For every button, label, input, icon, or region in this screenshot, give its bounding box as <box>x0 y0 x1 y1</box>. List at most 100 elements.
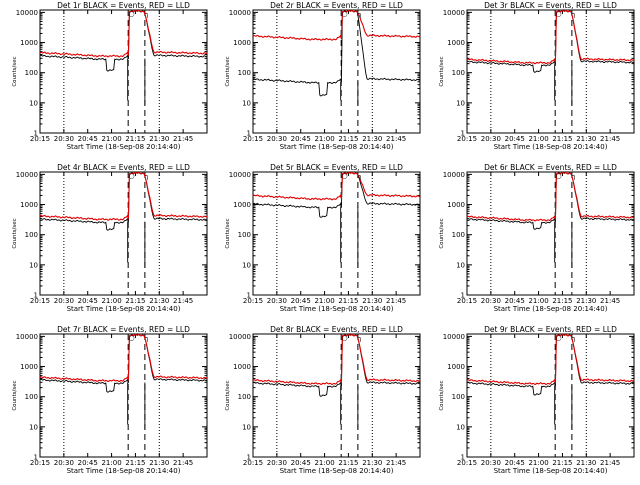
y-tick-label: 10000 <box>229 9 251 17</box>
series-line-events <box>39 171 208 231</box>
y-tick-label: 10 <box>242 261 251 269</box>
x-tick-label: 21:45 <box>173 459 193 467</box>
y-tick-label: 10000 <box>16 9 38 17</box>
x-tick-label: 20:30 <box>481 297 501 305</box>
flare-marker-label: ○ <box>555 172 561 180</box>
x-tick-label: 20:45 <box>78 459 98 467</box>
x-tick-label: 21:30 <box>149 297 169 305</box>
y-tick-label: 1000 <box>447 201 465 209</box>
x-tick-label: 21:45 <box>386 459 406 467</box>
y-tick-label: 1 <box>247 454 251 462</box>
panel-title: Det 2r BLACK = Events, RED = LLD <box>270 1 403 10</box>
flare-marker-label: ┐ <box>572 10 576 18</box>
y-tick-label: 1000 <box>20 39 38 47</box>
plot-frame <box>252 333 421 458</box>
detector-panel: Det 8r BLACK = Events, RED = LLD 1 10 100 10… <box>225 325 421 475</box>
y-tick-label: 1 <box>247 292 251 300</box>
y-tick-label: 10 <box>456 261 465 269</box>
x-tick-label: 20:30 <box>54 459 74 467</box>
x-tick-label: 21:30 <box>576 135 596 143</box>
detector-panel: Det 4r BLACK = Events, RED = LLD 1 10 100 10… <box>12 163 208 313</box>
plot-frame <box>39 9 208 134</box>
x-tick-label: 21:00 <box>528 135 548 143</box>
y-tick-label: 1000 <box>20 363 38 371</box>
x-tick-label: 21:45 <box>600 135 620 143</box>
x-tick-label: 20:30 <box>267 297 287 305</box>
flare-marker-label: ┐ <box>572 172 576 180</box>
y-tick-label: 1 <box>34 454 38 462</box>
flare-marker-label: ○ <box>128 172 134 180</box>
y-axis-title: Counts/sec <box>12 218 18 248</box>
y-tick-label: 10 <box>242 423 251 431</box>
detector-panel: Det 5r BLACK = Events, RED = LLD 1 10 100 10… <box>225 163 421 313</box>
series-line-events <box>466 333 635 396</box>
flare-marker-label: ┐ <box>145 334 149 342</box>
y-tick-label: 1000 <box>447 363 465 371</box>
x-axis-title: Start Time (18-Sep-08 20:14:40) <box>280 143 394 151</box>
x-tick-label: 21:45 <box>600 459 620 467</box>
y-tick-label: 10000 <box>16 171 38 179</box>
x-tick-label: 21:15 <box>125 297 145 305</box>
y-tick-label: 1 <box>34 130 38 138</box>
y-tick-label: 10000 <box>443 333 465 341</box>
x-tick-label: 20:15 <box>243 135 263 143</box>
y-tick-label: 1000 <box>233 201 251 209</box>
series-line-lld <box>466 171 635 222</box>
x-tick-label: 20:45 <box>291 459 311 467</box>
panel-title: Det 4r BLACK = Events, RED = LLD <box>57 163 190 172</box>
series-line-lld <box>252 9 421 41</box>
flare-marker-label: ○ <box>128 10 134 18</box>
x-axis-title: Start Time (18-Sep-08 20:14:40) <box>494 305 608 313</box>
x-tick-label: 20:30 <box>267 459 287 467</box>
y-tick-label: 100 <box>452 69 465 77</box>
x-tick-label: 21:00 <box>101 135 121 143</box>
y-tick-label: 100 <box>452 231 465 239</box>
series-line-lld <box>252 171 421 201</box>
x-tick-label: 20:30 <box>481 135 501 143</box>
panel-title: Det 3r BLACK = Events, RED = LLD <box>484 1 617 10</box>
x-axis-title: Start Time (18-Sep-08 20:14:40) <box>280 467 394 475</box>
series-line-lld <box>252 333 421 385</box>
series-line-events <box>39 9 208 72</box>
y-tick-label: 100 <box>25 69 38 77</box>
y-tick-label: 1000 <box>233 363 251 371</box>
y-tick-label: 10 <box>242 99 251 107</box>
x-axis-title: Start Time (18-Sep-08 20:14:40) <box>67 305 181 313</box>
x-tick-label: 21:00 <box>528 459 548 467</box>
x-tick-label: 20:15 <box>30 297 50 305</box>
x-tick-label: 21:00 <box>314 459 334 467</box>
x-tick-label: 21:45 <box>386 297 406 305</box>
x-tick-label: 21:45 <box>173 297 193 305</box>
x-tick-label: 21:45 <box>173 135 193 143</box>
y-axis-title: Counts/sec <box>225 218 231 248</box>
x-tick-label: 20:15 <box>30 459 50 467</box>
y-tick-label: 1000 <box>233 39 251 47</box>
y-axis-title: Counts/sec <box>12 56 18 86</box>
x-axis-title: Start Time (18-Sep-08 20:14:40) <box>67 143 181 151</box>
y-tick-label: 100 <box>238 231 251 239</box>
plot-frame <box>39 171 208 296</box>
y-axis-title: Counts/sec <box>225 56 231 86</box>
x-axis-title: Start Time (18-Sep-08 20:14:40) <box>280 305 394 313</box>
x-tick-label: 21:15 <box>338 135 358 143</box>
detector-panel: Det 3r BLACK = Events, RED = LLD 1 10 100 10… <box>439 1 635 151</box>
x-tick-label: 21:15 <box>338 297 358 305</box>
x-tick-label: 20:30 <box>54 135 74 143</box>
y-tick-label: 1 <box>461 292 465 300</box>
flare-marker-label: ┐ <box>358 10 362 18</box>
series-line-events <box>252 171 421 218</box>
plot-frame <box>466 171 635 296</box>
x-tick-label: 20:15 <box>243 297 263 305</box>
x-tick-label: 20:30 <box>54 297 74 305</box>
x-tick-label: 21:00 <box>101 297 121 305</box>
y-tick-label: 10000 <box>443 9 465 17</box>
series-line-lld <box>466 333 635 385</box>
series-line-events <box>39 333 208 393</box>
series-line-lld <box>39 171 208 221</box>
plot-frame <box>39 333 208 458</box>
x-axis-title: Start Time (18-Sep-08 20:14:40) <box>494 467 608 475</box>
y-tick-label: 1 <box>461 130 465 138</box>
x-tick-label: 21:45 <box>386 135 406 143</box>
x-tick-label: 20:45 <box>78 297 98 305</box>
